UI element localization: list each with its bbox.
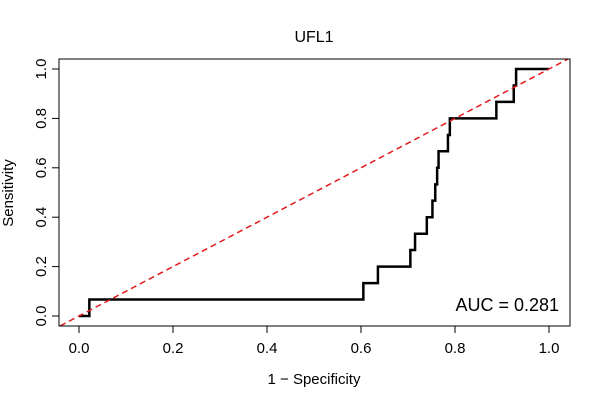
y-axis-title: Sensitivity: [0, 159, 17, 227]
y-tick-label: 0.4: [33, 207, 50, 228]
auc-annotation: AUC = 0.281: [455, 295, 559, 315]
x-tick-label: 0.2: [163, 340, 184, 357]
chart-title: UFL1: [294, 29, 333, 46]
series-layer: [59, 59, 569, 326]
x-tick-label: 1.0: [539, 340, 560, 357]
reference-diagonal-line: [59, 59, 569, 326]
x-tick-label: 0.0: [69, 340, 90, 357]
x-axis-title: 1 − Specificity: [268, 371, 361, 388]
x-tick-label: 0.4: [257, 340, 278, 357]
x-tick-label: 0.8: [445, 340, 466, 357]
y-tick-label: 1.0: [33, 59, 50, 80]
y-tick-label: 0.2: [33, 256, 50, 277]
y-tick-label: 0.8: [33, 108, 50, 129]
roc-curve-line: [79, 67, 549, 318]
y-tick-label: 0.6: [33, 157, 50, 178]
x-tick-label: 0.6: [351, 340, 372, 357]
y-tick-label: 0.0: [33, 306, 50, 327]
plot-frame: [58, 58, 571, 327]
